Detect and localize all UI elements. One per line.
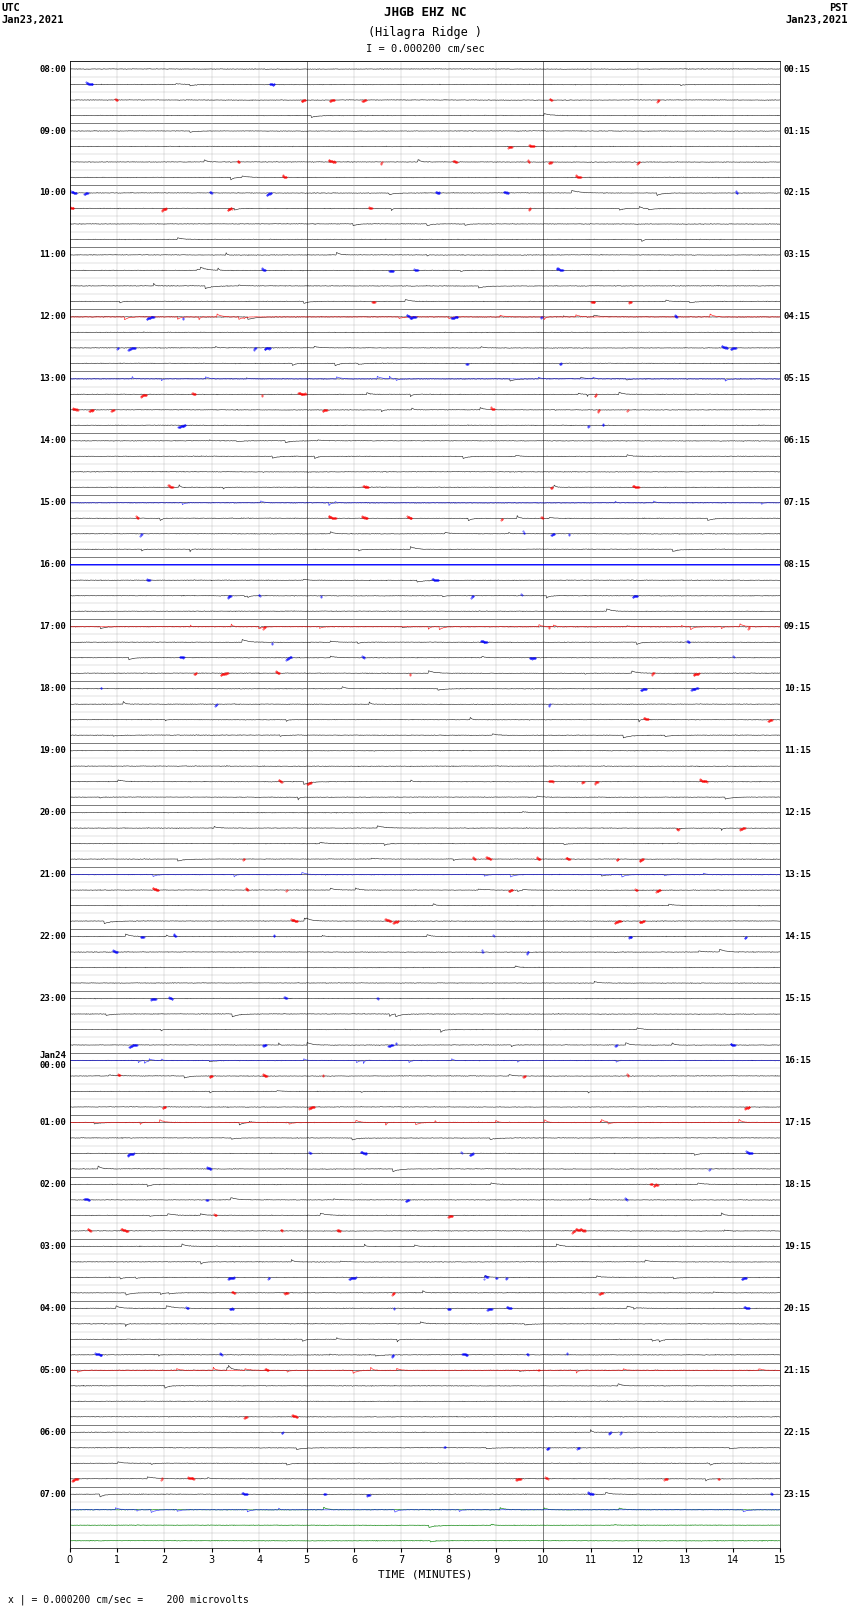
Text: 12:15: 12:15: [784, 808, 811, 818]
Text: 05:00: 05:00: [39, 1366, 66, 1374]
Text: JHGB EHZ NC: JHGB EHZ NC: [383, 6, 467, 19]
Text: 17:00: 17:00: [39, 623, 66, 631]
Text: Jan24
00:00: Jan24 00:00: [39, 1050, 66, 1069]
Text: 21:00: 21:00: [39, 869, 66, 879]
Text: 21:15: 21:15: [784, 1366, 811, 1374]
Text: 06:00: 06:00: [39, 1428, 66, 1437]
Text: 19:15: 19:15: [784, 1242, 811, 1252]
Text: 12:00: 12:00: [39, 313, 66, 321]
Text: 08:15: 08:15: [784, 560, 811, 569]
Text: 13:15: 13:15: [784, 869, 811, 879]
Text: 02:15: 02:15: [784, 189, 811, 197]
Text: 08:00: 08:00: [39, 65, 66, 74]
Text: UTC
Jan23,2021: UTC Jan23,2021: [2, 3, 65, 24]
X-axis label: TIME (MINUTES): TIME (MINUTES): [377, 1569, 473, 1579]
Text: 02:00: 02:00: [39, 1181, 66, 1189]
Text: 07:15: 07:15: [784, 498, 811, 508]
Text: 04:00: 04:00: [39, 1303, 66, 1313]
Text: 18:15: 18:15: [784, 1181, 811, 1189]
Text: 15:00: 15:00: [39, 498, 66, 508]
Text: 04:15: 04:15: [784, 313, 811, 321]
Text: 01:15: 01:15: [784, 126, 811, 135]
Text: 19:00: 19:00: [39, 747, 66, 755]
Text: 23:00: 23:00: [39, 994, 66, 1003]
Text: 00:15: 00:15: [784, 65, 811, 74]
Text: 03:15: 03:15: [784, 250, 811, 260]
Text: 07:00: 07:00: [39, 1490, 66, 1498]
Text: 22:15: 22:15: [784, 1428, 811, 1437]
Text: 20:00: 20:00: [39, 808, 66, 818]
Text: x | = 0.000200 cm/sec =    200 microvolts: x | = 0.000200 cm/sec = 200 microvolts: [8, 1594, 249, 1605]
Text: 10:15: 10:15: [784, 684, 811, 694]
Text: (Hilagra Ridge ): (Hilagra Ridge ): [368, 26, 482, 39]
Text: 20:15: 20:15: [784, 1303, 811, 1313]
Text: 09:00: 09:00: [39, 126, 66, 135]
Text: 17:15: 17:15: [784, 1118, 811, 1127]
Text: 01:00: 01:00: [39, 1118, 66, 1127]
Text: 05:15: 05:15: [784, 374, 811, 384]
Text: 14:00: 14:00: [39, 437, 66, 445]
Text: 13:00: 13:00: [39, 374, 66, 384]
Text: 06:15: 06:15: [784, 437, 811, 445]
Text: 22:00: 22:00: [39, 932, 66, 940]
Text: PST
Jan23,2021: PST Jan23,2021: [785, 3, 848, 24]
Text: 11:15: 11:15: [784, 747, 811, 755]
Text: 15:15: 15:15: [784, 994, 811, 1003]
Text: 16:15: 16:15: [784, 1057, 811, 1065]
Text: 09:15: 09:15: [784, 623, 811, 631]
Text: 23:15: 23:15: [784, 1490, 811, 1498]
Text: 03:00: 03:00: [39, 1242, 66, 1252]
Text: 18:00: 18:00: [39, 684, 66, 694]
Text: 14:15: 14:15: [784, 932, 811, 940]
Text: 16:00: 16:00: [39, 560, 66, 569]
Text: I = 0.000200 cm/sec: I = 0.000200 cm/sec: [366, 44, 484, 53]
Text: 10:00: 10:00: [39, 189, 66, 197]
Text: 11:00: 11:00: [39, 250, 66, 260]
